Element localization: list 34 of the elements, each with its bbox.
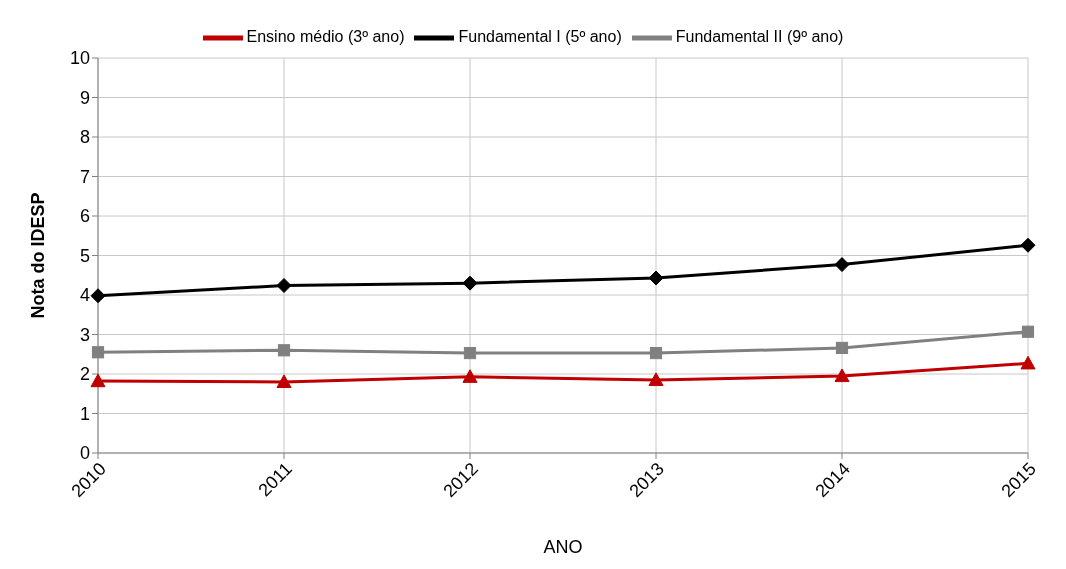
point [834, 368, 850, 383]
y-tick-label: 9 [79, 87, 90, 108]
point [462, 369, 478, 383]
legend-label: Fundamental II (9º ano) [675, 28, 844, 46]
point [463, 346, 477, 360]
y-tick-label: 2 [79, 364, 90, 385]
y-tick-label: 5 [79, 245, 90, 266]
point [649, 346, 663, 360]
y-tick-label: 0 [79, 443, 90, 464]
y-tick-label: 4 [79, 285, 90, 306]
legend-label: Fundamental I (5º ano) [458, 28, 622, 46]
point [834, 257, 850, 273]
y-tick-label: 1 [79, 403, 90, 424]
point [648, 372, 664, 387]
point [1020, 237, 1036, 253]
point [90, 373, 106, 388]
point [1021, 325, 1035, 338]
point [835, 341, 849, 355]
point [1020, 355, 1036, 370]
y-tick-label: 10 [69, 48, 90, 69]
y-tick-label: 8 [79, 127, 90, 148]
y-tick-label: 6 [79, 206, 90, 227]
point [276, 374, 292, 388]
y-tick-label: 3 [79, 324, 90, 345]
point [91, 346, 105, 359]
point [462, 275, 478, 291]
point [277, 344, 291, 357]
legend-label: Ensino médio (3º ano) [246, 28, 405, 46]
point [648, 270, 664, 286]
y-axis-title: Nota do IDESP [28, 192, 49, 319]
y-tick-label: 7 [79, 166, 90, 187]
point [90, 288, 106, 304]
x-axis-title: ANO [543, 537, 583, 557]
point [276, 278, 292, 294]
